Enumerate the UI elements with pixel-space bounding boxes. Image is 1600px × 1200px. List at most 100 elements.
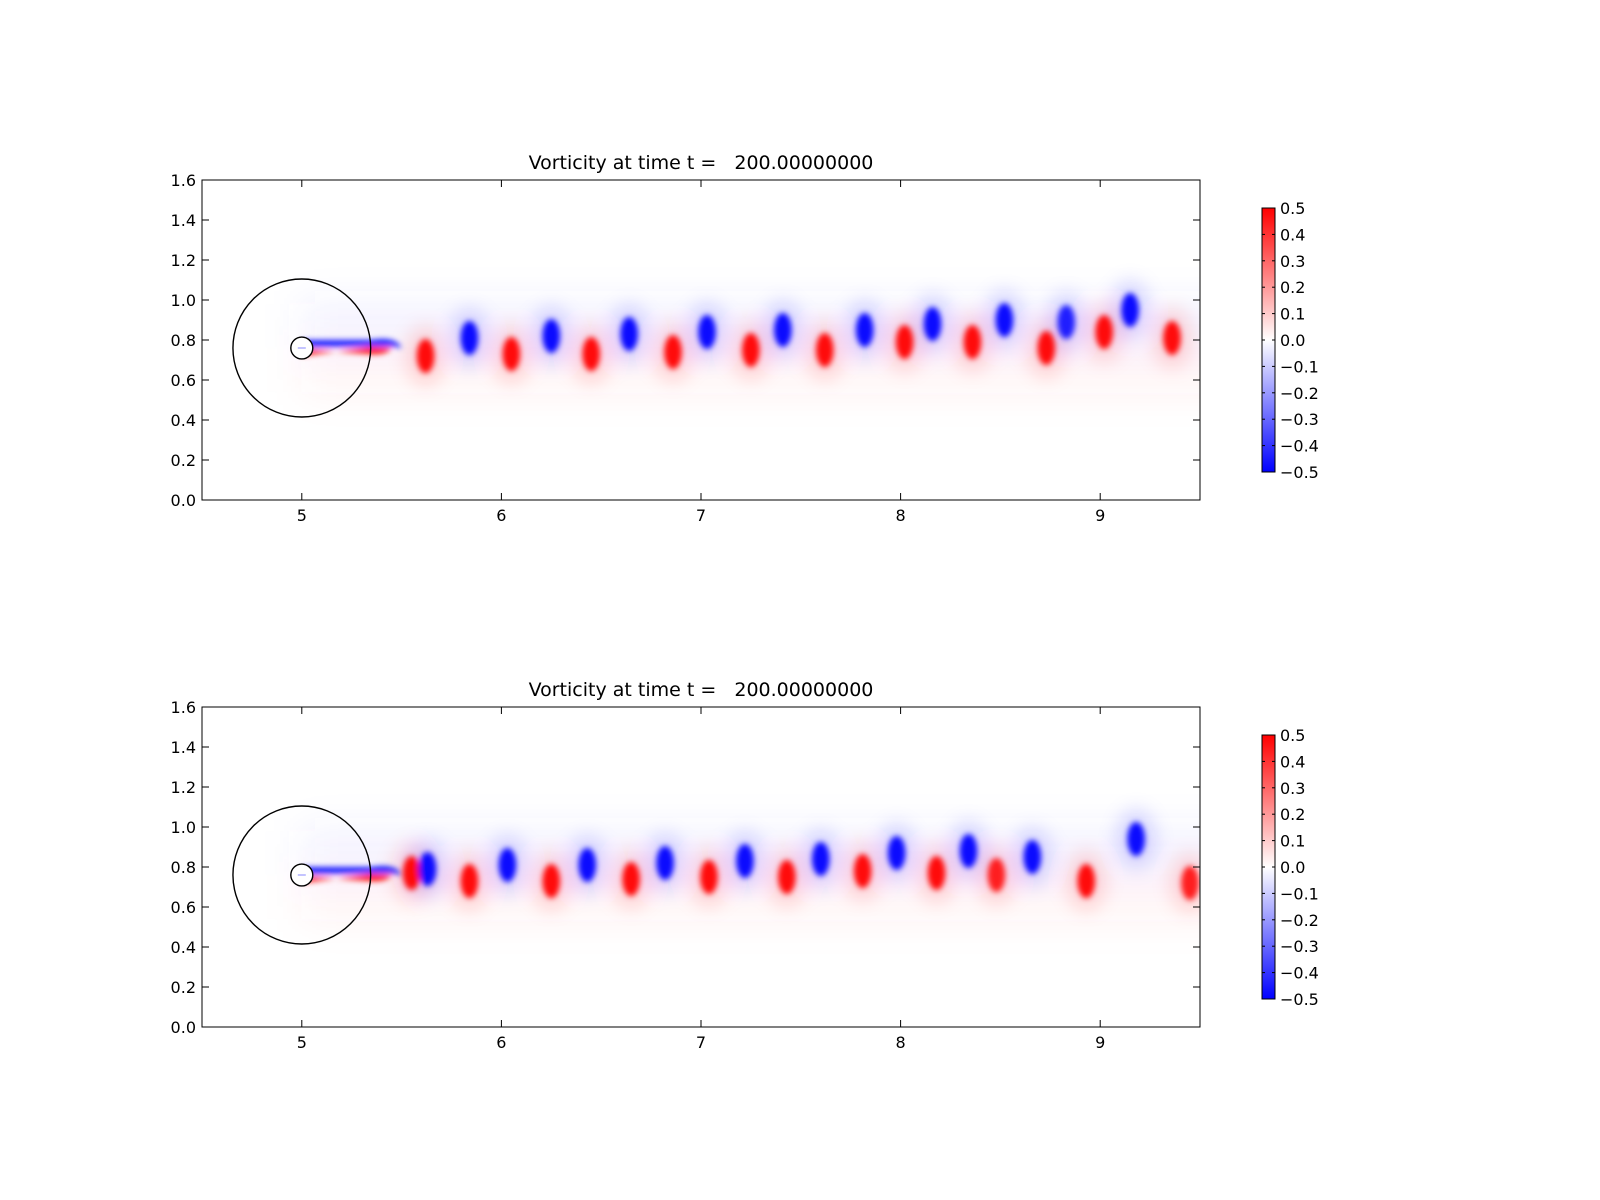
- negative-vortex: [656, 846, 674, 880]
- positive-vortex: [895, 325, 914, 359]
- colorbar-tick-label: 0.2: [1280, 278, 1305, 297]
- positive-vortex: [402, 856, 421, 890]
- y-tick-label: 0.6: [171, 898, 196, 917]
- upper-shear-layer: [301, 866, 402, 875]
- positive-vortex: [1163, 321, 1181, 355]
- y-tick-label: 0.8: [171, 858, 196, 877]
- x-tick-label: 6: [496, 506, 506, 525]
- negative-vortex: [736, 844, 754, 878]
- y-tick-label: 0.6: [171, 371, 196, 390]
- positive-vortex: [1037, 331, 1056, 365]
- x-tick-label: 8: [896, 1033, 906, 1052]
- y-tick-label: 1.2: [171, 251, 196, 270]
- vorticity-panel-2: Vorticity at time t = 200.00000000 5 6 7 8 9 0…: [171, 679, 1319, 1052]
- colorbar-tick-label: 0.0: [1280, 858, 1305, 877]
- colorbar-tick-label: −0.5: [1280, 463, 1319, 482]
- y-tick-label: 0.8: [171, 331, 196, 350]
- negative-vortex: [887, 836, 906, 870]
- positive-vortex: [622, 862, 640, 896]
- negative-vortex: [698, 315, 716, 349]
- positive-vortex: [987, 858, 1006, 892]
- lower-shear-layer: [301, 347, 392, 356]
- colorbar-tick-label: −0.1: [1280, 884, 1319, 903]
- colorbar-tick-label: −0.4: [1280, 437, 1319, 456]
- positive-vortex: [1095, 315, 1113, 349]
- negative-vortex: [1023, 840, 1042, 874]
- plot-area: [202, 707, 1200, 1027]
- colorbar: 0.5 0.4 0.3 0.2 0.1 0.0 −0.1 −0.2 −0.3 −0.4 −0.5: [1261, 726, 1319, 1009]
- chart-title: Vorticity at time t = 200.00000000: [529, 152, 874, 174]
- positive-vortex: [460, 864, 479, 898]
- x-tick-label: 7: [696, 506, 706, 525]
- negative-vortex: [995, 303, 1014, 337]
- positive-vortex: [664, 335, 682, 369]
- x-tick-label: 6: [496, 1033, 506, 1052]
- y-tick-label: 0.0: [171, 491, 196, 510]
- negative-vortex: [1057, 305, 1076, 339]
- colorbar-tick-label: 0.0: [1280, 331, 1305, 350]
- positive-vortex: [582, 337, 601, 371]
- y-tick-label: 1.6: [171, 698, 196, 717]
- vortex-cores: [402, 822, 1199, 900]
- y-tick-label: 1.6: [171, 171, 196, 190]
- colorbar-tick-label: −0.4: [1280, 964, 1319, 983]
- negative-vortex: [923, 307, 942, 341]
- positive-vortex: [778, 860, 796, 894]
- y-tick-label: 1.4: [171, 738, 196, 757]
- y-tick-label: 1.4: [171, 211, 196, 230]
- positive-vortex: [1077, 864, 1096, 898]
- colorbar-tick-label: 0.4: [1280, 225, 1305, 244]
- negative-vortex: [855, 313, 874, 347]
- plot-area: [202, 180, 1200, 500]
- upper-shear-layer: [301, 339, 402, 348]
- x-tick-label: 7: [696, 1033, 706, 1052]
- colorbar-tick-label: 0.3: [1280, 779, 1305, 798]
- positive-vortex: [815, 333, 834, 367]
- colorbar-tick-label: −0.5: [1280, 990, 1319, 1009]
- shear-layers: [301, 866, 402, 883]
- negative-vortex: [811, 842, 830, 876]
- x-tick-label: 8: [896, 506, 906, 525]
- colorbar-tick-label: 0.1: [1280, 832, 1305, 851]
- colorbar: 0.5 0.4 0.3 0.2 0.1 0.0 −0.1 −0.2 −0.3 −0.4 −0.5: [1261, 199, 1319, 482]
- positive-vortex: [542, 864, 561, 898]
- positive-vortex: [1181, 866, 1199, 900]
- y-tick-label: 0.4: [171, 411, 196, 430]
- negative-vortex: [542, 319, 561, 353]
- colorbar-tick-label: 0.3: [1280, 252, 1305, 271]
- y-tick-label: 0.0: [171, 1018, 196, 1037]
- y-tick-label: 1.0: [171, 291, 196, 310]
- colorbar-tick-label: 0.1: [1280, 305, 1305, 324]
- colorbar-tick-label: −0.2: [1280, 911, 1319, 930]
- vorticity-panel-1: Vorticity at time t = 200.00000000 5 6 7 8 9 0…: [171, 152, 1319, 525]
- positive-vortex: [927, 856, 946, 890]
- positive-vortex: [502, 337, 521, 371]
- negative-vortex: [1127, 822, 1145, 856]
- y-tick-label: 0.2: [171, 451, 196, 470]
- negative-vortex: [418, 852, 437, 886]
- negative-vortex: [1121, 293, 1139, 327]
- negative-vortex: [578, 848, 597, 882]
- negative-vortex: [959, 834, 978, 868]
- vortex-cores: [416, 293, 1181, 373]
- boundary-circle: [232, 278, 372, 418]
- colorbar-tick-label: 0.2: [1280, 805, 1305, 824]
- wake-haze-lower: [301, 348, 1200, 392]
- negative-vortex: [498, 848, 517, 882]
- chart-title: Vorticity at time t = 200.00000000: [529, 679, 874, 701]
- lower-shear-layer: [301, 874, 392, 883]
- positive-vortex: [742, 333, 760, 367]
- colorbar-tick-label: 0.4: [1280, 752, 1305, 771]
- colorbar-tick-label: 0.5: [1280, 199, 1305, 218]
- negative-vortex: [460, 321, 479, 355]
- x-tick-label: 9: [1095, 506, 1105, 525]
- x-tick-label: 5: [297, 1033, 307, 1052]
- colorbar-tick-label: 0.5: [1280, 726, 1305, 745]
- x-tick-label: 9: [1095, 1033, 1105, 1052]
- y-tick-label: 1.0: [171, 818, 196, 837]
- y-tick-label: 0.2: [171, 978, 196, 997]
- colorbar-tick-label: −0.3: [1280, 410, 1319, 429]
- x-tick-label: 5: [297, 506, 307, 525]
- positive-vortex: [700, 860, 718, 894]
